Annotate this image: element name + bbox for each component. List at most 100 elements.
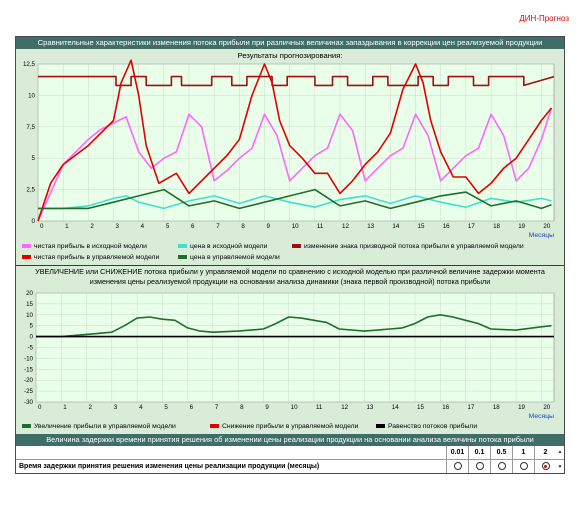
x-tick-label: 10 [291,404,298,411]
x-tick-label: 14 [392,404,399,411]
scroll-down-icon[interactable]: ▼ [557,464,563,470]
series-line [37,107,553,222]
main-panel: Сравнительные характеристики изменения п… [15,36,565,474]
chart1-title: Результаты прогнозирования: [237,51,343,60]
x-tick-label: 0 [40,223,44,230]
x-tick-label: 7 [215,404,219,411]
series-line [36,314,552,338]
series-line [38,75,555,87]
x-tick-label: 12 [342,223,349,230]
y-tick-label: 12,5 [23,61,36,68]
x-tick-label: 19 [518,223,525,230]
x-tick-label: 4 [141,223,145,230]
y-tick-label: -20 [24,377,34,384]
y-tick-label: 15 [26,301,33,308]
delay-section-title: Величина задержки времени принятия решен… [16,434,564,446]
series-line [37,59,553,222]
x-axis-label: Месяцы [529,232,554,239]
x-tick-label: 10 [292,223,299,230]
delay-option-header: 0.1 [468,446,490,459]
legend-item: чистая прибыль в исходной модели [22,241,147,252]
delay-table-header: 0.01 0.1 0.5 1 2 ▲ [16,446,564,460]
x-tick-label: 0 [38,404,42,411]
y-tick-label: 0 [30,334,34,341]
series-line [38,188,552,210]
x-tick-label: 6 [191,223,195,230]
y-tick-label: 5 [32,155,36,162]
y-tick-label: 10 [28,92,35,99]
x-tick-label: 5 [166,223,170,230]
y-tick-label: -5 [27,345,33,352]
panel-title: Сравнительные характеристики изменения п… [16,37,564,49]
x-tick-label: 15 [417,404,424,411]
y-tick-label: -15 [24,366,34,373]
x-tick-label: 14 [392,223,399,230]
x-tick-label: 2 [89,404,93,411]
x-tick-label: 1 [63,404,67,411]
legend-item: цена в исходной модели [178,241,267,252]
app-brand: ДИН-Прогноз [519,14,569,23]
x-axis-label: Месяцы [529,413,554,420]
x-tick-label: 16 [442,404,449,411]
delay-option-header: 2 [534,446,556,459]
x-tick-label: 17 [468,223,475,230]
y-tick-label: 5 [30,323,34,330]
delay-radio-0-01[interactable] [453,462,462,471]
y-tick-label: -10 [24,355,34,362]
series-line [38,195,552,210]
divider [16,265,564,266]
x-tick-label: 13 [367,223,374,230]
chart1-legend: чистая прибыль в исходной модели цена в … [20,241,560,263]
x-tick-label: 9 [265,404,269,411]
delay-radio-0-5[interactable] [497,462,506,471]
x-tick-label: 3 [116,223,120,230]
x-tick-label: 20 [543,223,550,230]
forecast-chart: 0 1 2 3 4 5 6 7 8 9 10 11 12 13 14 15 16 17 18 19 2002,557,5… [23,59,555,239]
x-tick-label: 5 [164,404,168,411]
legend-item: Равенство потоков прибыли [376,422,477,432]
chart2-legend: Увеличение прибыли в управляемой модели … [20,422,560,432]
y-tick-label: 0 [32,218,36,225]
delay-radio-2[interactable] [541,462,550,471]
x-tick-label: 1 [65,223,69,230]
delay-radio-1[interactable] [519,462,528,471]
x-tick-label: 12 [341,404,348,411]
x-tick-label: 9 [267,223,271,230]
x-tick-label: 17 [468,404,475,411]
legend-item: цена в управляемой модели [178,252,280,263]
x-tick-label: 11 [316,404,323,411]
y-tick-label: 7,5 [26,124,35,131]
delay-radio-0-1[interactable] [475,462,484,471]
chart2-description: УВЕЛИЧЕНИЕ или СНИЖЕНИЕ потока прибыли у… [35,267,545,286]
scroll-up-icon[interactable]: ▲ [557,449,563,455]
delay-option-header: 1 [512,446,534,459]
x-tick-label: 2 [90,223,94,230]
x-tick-label: 7 [216,223,220,230]
x-tick-label: 20 [543,404,550,411]
legend-item: чистая прибыль в управляемой модели [22,252,159,263]
legend-item: изменение знака призводной потока прибыл… [292,241,524,252]
x-tick-label: 11 [317,223,324,230]
x-tick-label: 18 [493,404,500,411]
delay-option-header: 0.5 [490,446,512,459]
delay-option-header: 0.01 [446,446,468,459]
x-tick-label: 13 [366,404,373,411]
legend-item: Увеличение прибыли в управляемой модели [22,422,176,432]
x-tick-label: 6 [190,404,194,411]
delay-table-row: Время задержки принятия решения изменени… [16,460,564,473]
x-tick-label: 8 [241,223,245,230]
x-tick-label: 8 [240,404,244,411]
delay-table: 0.01 0.1 0.5 1 2 ▲ Время задержки принят… [16,446,564,473]
x-tick-label: 18 [493,223,500,230]
legend-item: Снижение прибыли в управляемой модели [210,422,358,432]
y-tick-label: -25 [24,388,34,395]
x-tick-label: 16 [443,223,450,230]
y-tick-label: 20 [26,290,33,297]
y-tick-label: -30 [24,399,34,406]
x-tick-label: 15 [418,223,425,230]
profit-difference-chart: 0 1 2 3 4 5 6 7 8 9 10 11 12 13 14 15 16 17 18 19 2020151050… [24,290,555,420]
x-tick-label: 4 [139,404,143,411]
delay-row-label: Время задержки принятия решения изменени… [19,463,320,470]
x-tick-label: 3 [114,404,118,411]
y-tick-label: 2,5 [26,187,35,194]
